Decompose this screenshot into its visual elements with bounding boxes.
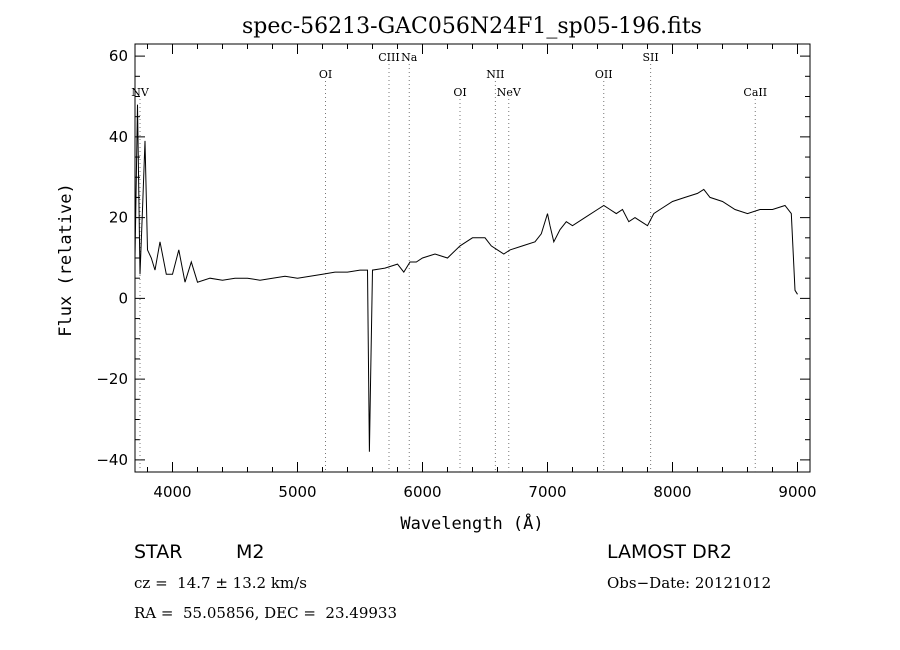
object-type: STAR (134, 541, 183, 563)
y-axis-label: Flux (relative) (56, 183, 76, 337)
spectral-line-label: SII (643, 51, 659, 64)
y-tick-label: −20 (96, 370, 128, 388)
coordinates-text: RA = 55.05856, DEC = 23.49933 (134, 604, 398, 622)
y-tick-label: 0 (118, 289, 128, 307)
x-tick-label: 9000 (778, 483, 816, 501)
spectral-line-label: NeV (497, 86, 522, 99)
spectral-line-label: OI (453, 86, 466, 99)
spectral-line-label: CIII (378, 51, 399, 64)
x-tick-label: 5000 (278, 483, 316, 501)
y-tick-label: 60 (109, 47, 128, 65)
redshift-text: cz = 14.7 ± 13.2 km/s (134, 574, 307, 592)
spectral-line-label: CaII (743, 86, 767, 99)
object-subclass: M2 (236, 541, 265, 563)
plot-area: 4000 5000 6000 7000 8000 9000 −40 −20 0 20 40 60 NV O… (96, 43, 817, 501)
spectral-line-label: Na (401, 51, 418, 64)
plot-frame (134, 43, 811, 473)
y-tick-label: −40 (96, 451, 128, 469)
y-tick-label: 40 (109, 128, 128, 146)
spectral-line-label: OII (595, 68, 613, 81)
y-tick-label: 20 (109, 209, 128, 227)
chart-title: spec-56213-GAC056N24F1_sp05-196.fits (242, 14, 702, 39)
spectral-line-label: NII (486, 68, 504, 81)
x-tick-label: 7000 (528, 483, 566, 501)
x-axis-label: Wavelength (Å) (400, 512, 543, 534)
obs-date-text: Obs−Date: 20121012 (607, 574, 772, 592)
spectral-line-label: NV (131, 86, 150, 99)
survey-name: LAMOST DR2 (607, 541, 732, 563)
x-tick-label: 8000 (653, 483, 691, 501)
spectral-line-label: OI (319, 68, 332, 81)
x-tick-label: 6000 (403, 483, 441, 501)
x-tick-label: 4000 (153, 483, 191, 501)
spectrum-line (134, 104, 798, 452)
